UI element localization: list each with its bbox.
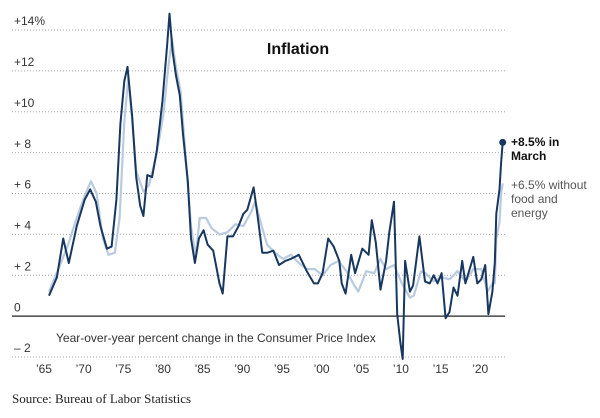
x-tick-label: ’90 — [234, 362, 250, 376]
x-tick-label: ’95 — [274, 362, 290, 376]
y-tick-label: +10 — [14, 96, 35, 110]
y-tick-label: +12 — [14, 55, 35, 69]
annotation: +6.5% without food and energy — [511, 178, 587, 220]
x-tick-label: ’85 — [195, 362, 211, 376]
y-tick-label: + 8 — [14, 137, 31, 151]
y-tick-label: 0 — [14, 300, 21, 314]
y-tick-label: +14% — [14, 14, 45, 28]
chart-title: Inflation — [267, 41, 329, 58]
x-tick-label: ’75 — [115, 362, 131, 376]
x-tick-label: ’00 — [314, 362, 330, 376]
end-dot — [499, 138, 507, 146]
y-tick-label: – 2 — [14, 341, 31, 355]
source: Source: Bureau of Labor Statistics — [12, 391, 191, 406]
y-tick-label: + 6 — [14, 178, 31, 192]
x-tick-label: ’10 — [393, 362, 409, 376]
annotation: +8.5% in March — [511, 135, 560, 163]
x-tick-label: ’70 — [76, 362, 92, 376]
y-tick-label: + 2 — [14, 259, 31, 273]
chart-subtitle: Year-over-year percent change in the Con… — [56, 331, 376, 345]
x-tick-label: ’20 — [472, 362, 488, 376]
x-tick-label: ’05 — [353, 362, 369, 376]
x-tick-label: ’65 — [36, 362, 52, 376]
x-tick-label: ’80 — [155, 362, 171, 376]
x-tick-label: ’15 — [433, 362, 449, 376]
y-tick-label: + 4 — [14, 219, 31, 233]
line-series — [48, 12, 504, 360]
